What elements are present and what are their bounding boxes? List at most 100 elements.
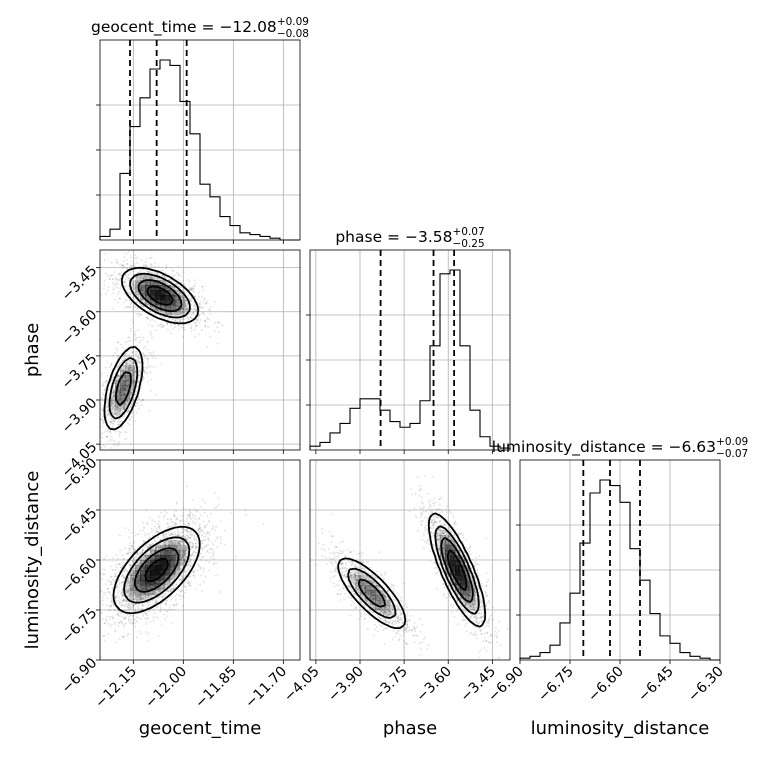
scatter-point: [180, 535, 182, 538]
scatter-point: [149, 257, 151, 260]
scatter-point: [150, 276, 153, 278]
scatter-point: [149, 277, 152, 280]
scatter-point: [144, 303, 147, 305]
scatter-point: [130, 576, 132, 579]
scatter-point: [149, 601, 152, 603]
scatter-point: [204, 320, 206, 323]
scatter-point: [126, 609, 128, 612]
scatter-point: [159, 305, 162, 308]
scatter-point: [113, 396, 115, 399]
scatter-point: [137, 356, 140, 358]
scatter-point: [205, 302, 208, 305]
scatter-point: [147, 359, 149, 361]
scatter-point: [147, 640, 150, 643]
scatter-point: [149, 620, 152, 623]
scatter-point: [190, 562, 193, 565]
scatter-point: [159, 315, 162, 318]
scatter-point: [175, 289, 178, 291]
scatter-point: [131, 385, 133, 388]
scatter-point: [132, 371, 135, 373]
scatter-point: [100, 590, 103, 592]
scatter-point: [175, 295, 178, 297]
scatter-point: [200, 306, 203, 309]
scatter-point: [124, 600, 127, 602]
scatter-point: [196, 549, 199, 552]
scatter-point: [182, 554, 184, 556]
scatter-point: [164, 593, 167, 596]
scatter-point: [145, 281, 148, 283]
scatter-point: [127, 368, 130, 371]
scatter-point: [159, 546, 161, 549]
scatter-point: [119, 409, 122, 411]
scatter-point: [174, 522, 177, 525]
scatter-point: [192, 308, 195, 310]
scatter-point: [130, 256, 132, 259]
scatter-point: [139, 336, 141, 338]
scatter-point: [187, 308, 189, 310]
scatter-point: [122, 598, 125, 601]
scatter-point: [161, 325, 164, 328]
scatter-point: [117, 293, 119, 296]
scatter-point: [134, 571, 136, 573]
scatter-point: [138, 564, 141, 567]
scatter-point: [127, 369, 130, 372]
scatter-point: [146, 271, 149, 273]
scatter-point: [111, 278, 114, 281]
scatter-point: [212, 525, 214, 527]
scatter-point: [210, 556, 212, 559]
scatter-point: [195, 546, 198, 549]
scatter-point: [194, 537, 197, 540]
scatter-point: [148, 271, 150, 273]
scatter-point: [121, 378, 124, 380]
scatter-point: [130, 355, 133, 358]
scatter-point: [179, 558, 182, 561]
scatter-point: [137, 275, 139, 277]
scatter-point: [131, 309, 133, 312]
scatter-point: [203, 539, 206, 542]
scatter-point: [123, 407, 126, 410]
scatter-point: [192, 574, 195, 577]
scatter-point: [131, 351, 134, 354]
scatter-point: [191, 542, 194, 545]
scatter-point: [152, 325, 155, 328]
scatter-point: [183, 305, 185, 308]
scatter-point: [158, 590, 161, 593]
scatter-point: [103, 287, 105, 290]
scatter-point: [152, 602, 155, 604]
scatter-point: [116, 396, 119, 398]
scatter-point: [129, 393, 132, 396]
scatter-point: [149, 280, 152, 283]
scatter-point: [177, 567, 179, 570]
scatter-point: [112, 391, 115, 394]
scatter-point: [179, 543, 182, 546]
scatter-point: [184, 550, 187, 552]
scatter-point: [194, 544, 197, 547]
scatter-point: [184, 299, 186, 302]
scatter-point: [206, 550, 209, 552]
scatter-point: [145, 316, 148, 318]
scatter-point: [112, 395, 115, 397]
scatter-point: [182, 551, 185, 554]
scatter-point: [202, 538, 205, 541]
scatter-point: [121, 264, 123, 267]
scatter-point: [184, 560, 186, 562]
scatter-point: [113, 581, 116, 583]
scatter-point: [117, 364, 120, 367]
scatter-point: [175, 583, 178, 586]
scatter-point: [115, 596, 117, 599]
scatter-point: [169, 590, 172, 593]
scatter-point: [134, 369, 137, 372]
scatter-point: [161, 269, 164, 272]
scatter-point: [111, 439, 114, 441]
scatter-point: [190, 313, 193, 316]
scatter-point: [124, 451, 126, 453]
scatter-point: [124, 401, 126, 404]
scatter-point: [199, 527, 202, 529]
scatter-point: [181, 296, 184, 299]
scatter-point: [176, 546, 179, 548]
scatter-point: [137, 294, 140, 296]
scatter-point: [153, 282, 156, 285]
scatter-point: [130, 547, 133, 549]
scatter-point: [204, 320, 207, 323]
scatter-point: [126, 379, 129, 382]
